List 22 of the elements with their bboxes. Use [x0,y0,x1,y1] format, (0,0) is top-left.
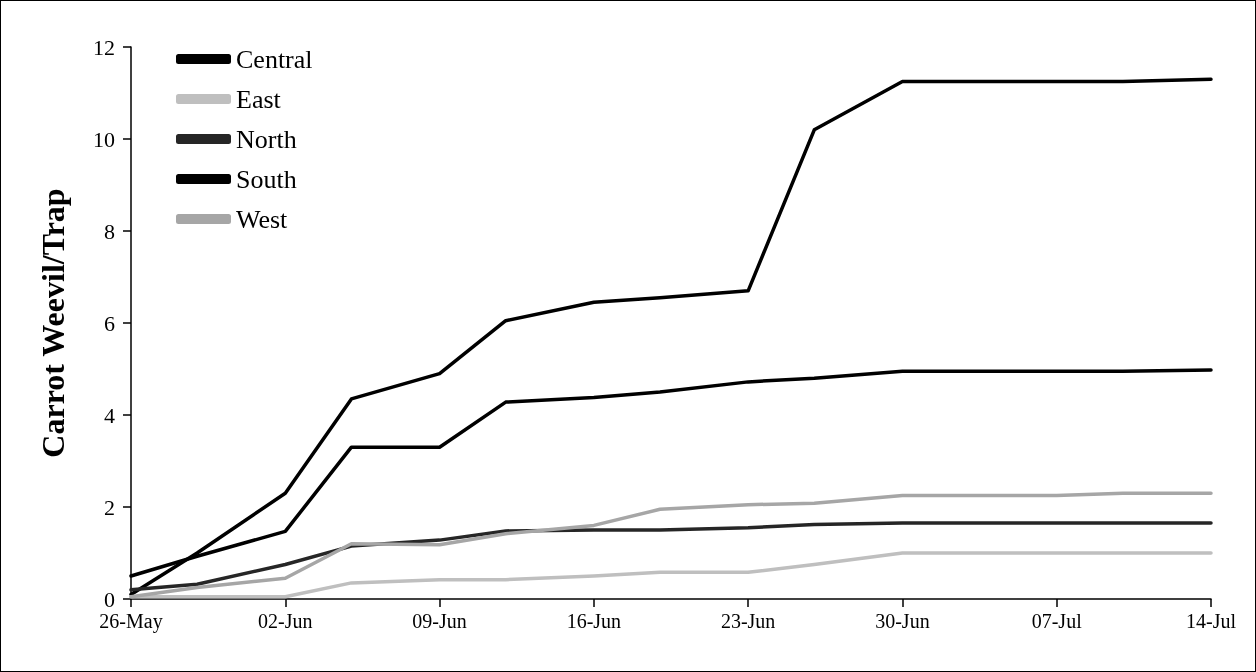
legend-label: South [236,164,297,194]
y-tick-label: 0 [104,586,115,612]
legend-label: Central [236,44,313,74]
x-tick-label: 09-Jun [412,610,467,632]
x-tick-label: 02-Jun [258,610,313,632]
y-tick-label: 6 [104,310,115,336]
y-axis-title: Carrot Weevil/Trap [35,188,71,458]
y-tick-label: 2 [104,494,115,520]
line-series [129,521,1213,592]
x-tick-label: 30-Jun [875,610,930,632]
legend-label: North [236,124,297,154]
y-tick-label: 4 [104,402,115,428]
y-tick-label: 8 [104,218,115,244]
x-tick-label: 16-Jun [566,610,622,632]
x-tick-label: 26-May [99,610,163,633]
y-tick-label: 10 [93,126,115,152]
x-tick-label: 07-Jul [1031,610,1083,632]
legend-label: East [236,84,282,114]
x-tick-label: 14-Jul [1186,610,1237,632]
x-tick-label: 23-Jun [720,610,776,632]
legend-label: West [236,204,289,234]
y-tick-label: 12 [93,34,115,60]
